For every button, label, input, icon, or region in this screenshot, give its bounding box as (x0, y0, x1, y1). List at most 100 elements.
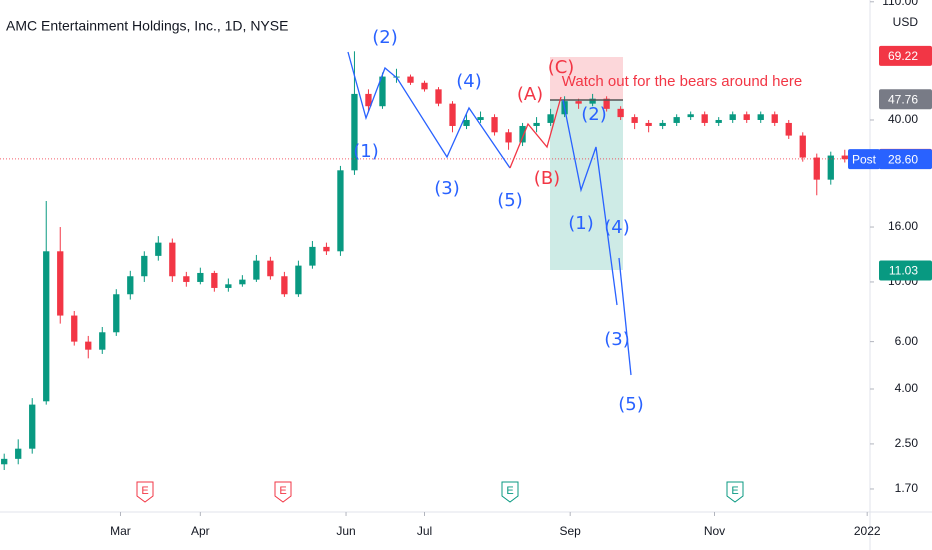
y-tick-label: 110.00 (882, 0, 918, 8)
candle-body (183, 276, 190, 282)
y-tick-label: 4.00 (895, 381, 919, 395)
candle-body (575, 101, 582, 104)
earnings-icon (501, 481, 519, 503)
wave-label: (3) (604, 329, 630, 350)
earnings-icon (274, 481, 292, 503)
wave-label: (A) (517, 84, 543, 105)
candle-body (463, 119, 470, 126)
candle-body (225, 284, 232, 288)
earnings-icon (136, 481, 154, 503)
earnings-flag[interactable]: E (726, 481, 744, 503)
target-zone (550, 100, 623, 270)
candle-body (477, 117, 484, 120)
axes: 110.0040.0016.0010.006.004.002.501.70Mar… (110, 0, 932, 538)
candle-body (827, 155, 834, 180)
candle-body (29, 404, 36, 449)
candle-body (841, 155, 848, 160)
annotation-note: Watch out for the bears around here (562, 73, 802, 90)
candle-body (659, 122, 666, 126)
wave-label: (C) (548, 57, 575, 78)
candle-body (407, 76, 414, 83)
price-tag (879, 89, 932, 110)
candle-body (211, 272, 218, 288)
candle-body (435, 89, 442, 104)
wave-label: (5) (497, 190, 523, 211)
candle-body (57, 251, 64, 316)
price-tag-label: 69.22 (888, 49, 918, 63)
price-tag-name-bg (848, 149, 880, 170)
candle-body (505, 132, 512, 143)
x-tick-label: Nov (704, 524, 725, 538)
x-tick-label: Jun (336, 524, 355, 538)
candle-body (323, 246, 330, 252)
wave-line (347, 51, 511, 169)
y-tick-label: 1.70 (895, 481, 919, 495)
y-tick-label: 40.00 (888, 112, 918, 126)
price-tag-name: Post (852, 152, 877, 166)
x-tick-label: Sep (560, 524, 582, 538)
candle-body (645, 122, 652, 126)
candle-body (99, 332, 106, 350)
candle-body (295, 265, 302, 295)
earnings-label: E (141, 485, 148, 497)
earnings-label: E (731, 485, 738, 497)
earnings-flag[interactable]: E (136, 481, 154, 503)
projection-line (562, 99, 618, 306)
wave-label: (4) (604, 217, 630, 238)
candle-body (547, 114, 554, 123)
wave-label: (B) (534, 168, 560, 189)
candle-body (239, 279, 246, 285)
wave-label: (2) (372, 27, 398, 48)
candle-body (155, 242, 162, 256)
candle-body (743, 114, 750, 120)
wave-label: (2) (581, 104, 607, 125)
price-tag (879, 45, 932, 66)
price-tag-label: 47.76 (888, 92, 918, 106)
candle-body (673, 117, 680, 123)
candle-body (449, 103, 456, 126)
earnings-flag[interactable]: E (501, 481, 519, 503)
candle-body (729, 114, 736, 120)
candle-body (715, 119, 722, 123)
candle-body (701, 114, 708, 123)
price-tag (879, 149, 932, 170)
candle-body (337, 170, 344, 252)
candle-body (267, 260, 274, 277)
wave-label: (3) (434, 178, 460, 199)
x-tick-label: Apr (191, 524, 210, 538)
candle-body (771, 114, 778, 123)
earnings-flag[interactable]: E (274, 481, 292, 503)
candle-body (197, 272, 204, 282)
wave-label: (1) (353, 141, 379, 162)
candle-body (43, 251, 50, 402)
candle-body (169, 242, 176, 277)
candle-body (603, 98, 610, 109)
wave-label: (1) (568, 213, 594, 234)
candle-body (813, 157, 820, 180)
candle-body (379, 76, 386, 107)
projection-line (618, 257, 632, 376)
price-tag-label: 28.60 (888, 152, 918, 166)
candle-body (533, 122, 540, 126)
x-tick-label: 2022 (854, 524, 881, 538)
candle-body (491, 117, 498, 133)
risk-zone (550, 57, 623, 100)
y-tick-label: 6.00 (895, 334, 919, 348)
y-tick-label: 16.00 (888, 219, 918, 233)
candle-body (365, 93, 372, 107)
wave-label: (5) (618, 394, 644, 415)
candle-body (141, 255, 148, 277)
candle-body (1, 458, 8, 465)
candle-body (799, 135, 806, 158)
wave-label: (4) (456, 71, 482, 92)
candle-body (85, 341, 92, 350)
x-tick-label: Mar (110, 524, 131, 538)
candle-body (281, 276, 288, 295)
candle-body (309, 246, 316, 266)
currency: USD (893, 15, 919, 29)
candle-body (113, 294, 120, 333)
candle-body (71, 315, 78, 342)
candle-body (687, 114, 694, 118)
